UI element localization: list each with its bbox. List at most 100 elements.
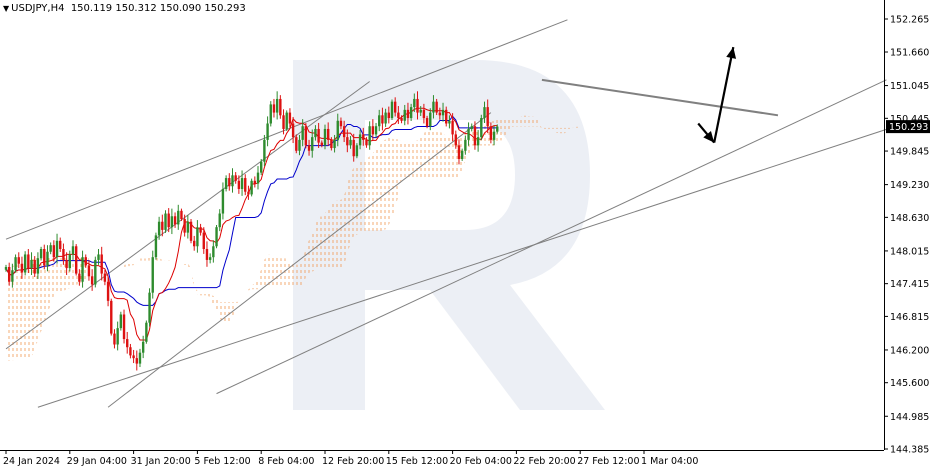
candle-body xyxy=(358,134,362,146)
candle-body xyxy=(11,270,14,282)
candle-body xyxy=(55,240,59,258)
candle-body xyxy=(489,126,493,140)
candle-body xyxy=(74,246,78,274)
candle-body xyxy=(467,128,470,140)
candle-body xyxy=(68,254,71,269)
x-tick-label: 20 Feb 04:00 xyxy=(450,456,512,467)
x-axis-ticks: 24 Jan 2024 29 Jan 04:00 31 Jan 20:00 5 Feb… xyxy=(3,450,698,467)
candle-body xyxy=(17,257,20,264)
candle-body xyxy=(129,347,132,356)
candle-body xyxy=(454,134,457,146)
candle-body xyxy=(381,115,384,124)
x-tick-label: 24 Jan 2024 xyxy=(3,456,60,467)
y-tick-label: 149.845 xyxy=(890,147,929,158)
candle-body xyxy=(84,257,87,266)
candle-body xyxy=(406,109,410,119)
ohlc-values: 150.119 150.312 150.090 150.293 xyxy=(70,3,246,14)
candle-body xyxy=(141,341,145,353)
candle-body xyxy=(148,292,151,323)
candle-body xyxy=(496,126,499,132)
candle-body xyxy=(212,246,215,258)
candle-body xyxy=(483,107,486,119)
candle-body xyxy=(352,139,355,157)
candle-body xyxy=(419,109,422,113)
candle-body xyxy=(253,180,257,184)
candle-body xyxy=(480,118,483,138)
candle-body xyxy=(384,112,387,124)
candle-body xyxy=(464,139,467,151)
candle-body xyxy=(36,258,40,274)
y-tick-label: 148.015 xyxy=(890,246,929,257)
y-tick-label: 146.200 xyxy=(890,345,929,356)
candle-body xyxy=(228,178,231,187)
candle-body xyxy=(336,120,339,140)
candle-body xyxy=(355,145,359,157)
candle-body xyxy=(263,139,266,162)
candle-body xyxy=(256,172,260,184)
candle-body xyxy=(448,120,451,124)
candle-body xyxy=(365,139,368,146)
y-tick-label: 148.630 xyxy=(890,213,929,224)
y-tick-label: 144.985 xyxy=(890,412,929,423)
trendline xyxy=(37,125,897,408)
candle-body xyxy=(71,246,75,255)
candle-body xyxy=(320,142,324,146)
y-tick-label: 151.660 xyxy=(890,48,929,59)
candle-body xyxy=(409,107,413,119)
candle-body xyxy=(215,227,218,247)
candle-body xyxy=(272,104,276,113)
candle-body xyxy=(451,120,454,135)
y-tick-label: 144.385 xyxy=(890,445,929,456)
candle-body xyxy=(221,188,225,214)
candle-body xyxy=(106,281,110,301)
candle-body xyxy=(400,118,403,121)
trendline xyxy=(107,112,492,408)
trendline xyxy=(541,78,779,117)
candle-body xyxy=(476,137,480,146)
candle-body xyxy=(224,178,228,189)
y-tick-label: 145.600 xyxy=(890,378,929,389)
candle-body xyxy=(349,139,352,146)
candle-body xyxy=(116,328,119,345)
candle-body xyxy=(460,150,464,159)
x-tick-label: 5 Feb 12:00 xyxy=(194,456,250,467)
candle-body xyxy=(177,210,180,225)
candle-body xyxy=(189,221,193,241)
candle-body xyxy=(301,126,304,140)
candle-body xyxy=(374,126,378,135)
collapse-triangle-icon[interactable]: ▼ xyxy=(3,4,10,13)
x-tick-label: 12 Feb 20:00 xyxy=(322,456,384,467)
candle-body xyxy=(323,128,327,146)
candle-body xyxy=(151,257,154,293)
candle-body xyxy=(260,161,263,173)
candle-body xyxy=(247,191,250,195)
candle-body xyxy=(20,263,24,273)
candle-body xyxy=(457,145,461,159)
arrow-head xyxy=(703,130,715,143)
candle-body xyxy=(371,126,375,135)
candle-body xyxy=(422,109,426,119)
candle-body xyxy=(126,339,129,348)
candle-body xyxy=(416,98,419,113)
forecast-arrow xyxy=(713,46,735,143)
candle-body xyxy=(378,115,381,127)
candle-body xyxy=(100,254,103,274)
candle-body xyxy=(342,126,346,138)
candle-body xyxy=(90,276,94,285)
candle-body xyxy=(397,112,400,119)
y-tick-label: 149.230 xyxy=(890,180,929,191)
candle-body xyxy=(122,314,126,340)
candle-body xyxy=(445,109,448,124)
y-tick-label: 147.415 xyxy=(890,279,929,290)
x-tick-label: 1 Mar 04:00 xyxy=(641,456,698,467)
y-tick-label: 152.265 xyxy=(890,15,929,26)
candle-body xyxy=(78,273,81,282)
candle-body xyxy=(307,145,311,151)
candle-body xyxy=(173,216,177,225)
candle-body xyxy=(170,216,174,228)
arrow-head xyxy=(726,47,737,59)
candle-body xyxy=(231,175,234,187)
candle-body xyxy=(97,254,100,260)
candle-body xyxy=(368,126,371,146)
